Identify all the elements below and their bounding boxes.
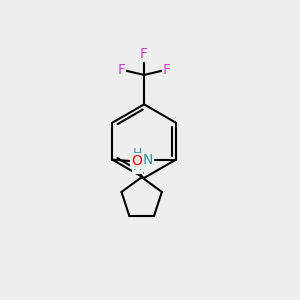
Text: F: F (163, 63, 171, 76)
Text: O: O (131, 154, 142, 168)
Text: H: H (133, 160, 142, 172)
Text: F: F (117, 63, 125, 76)
Text: H: H (133, 147, 142, 160)
Text: N: N (143, 153, 153, 166)
Text: F: F (140, 47, 148, 61)
